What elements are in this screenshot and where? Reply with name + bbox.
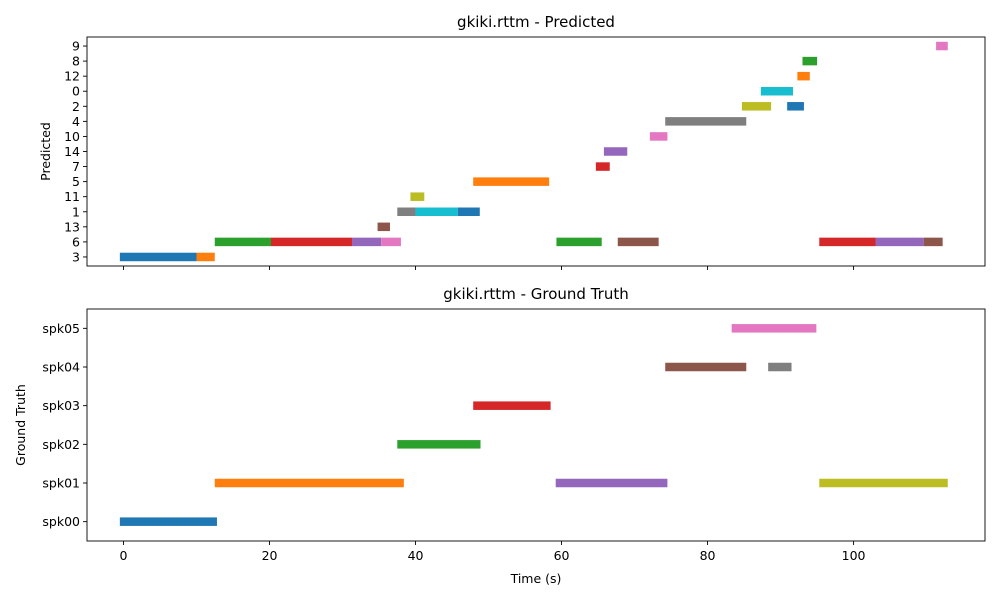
segment-bar-3 bbox=[196, 252, 215, 262]
segment-bar-14 bbox=[603, 147, 628, 156]
segment-bar-7 bbox=[595, 162, 610, 171]
x-tick-label: 80 bbox=[700, 548, 716, 563]
x-axis-title: Time (s) bbox=[510, 571, 562, 586]
segment-bar-13 bbox=[377, 222, 390, 232]
x-tick-label: 100 bbox=[842, 548, 866, 563]
segment-bar-8 bbox=[802, 56, 818, 66]
segment-bar-1 bbox=[415, 207, 458, 217]
y-tick-label: 9 bbox=[72, 39, 80, 54]
segment-bar-spk05 bbox=[731, 324, 817, 333]
segment-bar-spk02 bbox=[397, 440, 481, 449]
y-tick-label: 6 bbox=[72, 234, 80, 249]
x-tick-label: 0 bbox=[120, 548, 128, 563]
y-tick-label: 0 bbox=[72, 84, 80, 99]
y-tick-label: 10 bbox=[64, 129, 80, 144]
segment-bar-6 bbox=[617, 237, 659, 247]
segment-bar-12 bbox=[797, 71, 810, 81]
y-tick-label: spk04 bbox=[42, 360, 80, 375]
y-tick-label: 2 bbox=[72, 99, 80, 114]
segment-bar-6 bbox=[923, 237, 943, 247]
y-tick-label: spk01 bbox=[42, 476, 80, 491]
y-tick-label: 4 bbox=[72, 114, 80, 129]
y-tick-label: 1 bbox=[72, 204, 80, 219]
segment-bar-5 bbox=[473, 177, 550, 186]
y-tick-label: 3 bbox=[72, 249, 80, 264]
segment-bar-10 bbox=[649, 132, 668, 141]
x-tick-label: 60 bbox=[554, 548, 570, 563]
segment-bar-spk04 bbox=[768, 362, 792, 372]
segment-bar-2 bbox=[787, 102, 804, 111]
y-tick-label: spk02 bbox=[42, 437, 80, 452]
y-tick-label: 14 bbox=[64, 144, 80, 159]
segment-bar-0 bbox=[760, 86, 793, 96]
segment-bar-4 bbox=[665, 117, 747, 126]
segment-bar-spk01 bbox=[214, 478, 404, 488]
segment-bar-spk01 bbox=[819, 478, 948, 488]
chart-title: gkiki.rttm - Predicted bbox=[457, 13, 615, 31]
x-tick-label: 40 bbox=[408, 548, 424, 563]
segment-bar-spk04 bbox=[665, 362, 747, 372]
segment-bar-6 bbox=[381, 237, 401, 247]
axes-frame bbox=[86, 36, 986, 267]
y-axis-title: Predicted bbox=[38, 122, 53, 181]
segment-bar-9 bbox=[936, 41, 948, 51]
x-tick-label: 20 bbox=[262, 548, 278, 563]
segment-bar-6 bbox=[214, 237, 271, 247]
segment-bar-1 bbox=[397, 207, 416, 217]
segment-bar-1 bbox=[457, 207, 480, 217]
segment-bar-6 bbox=[819, 237, 876, 247]
segment-bar-6 bbox=[352, 237, 382, 247]
axes-frame bbox=[86, 308, 986, 542]
y-tick-label: 12 bbox=[64, 69, 80, 84]
y-tick-label: spk00 bbox=[42, 514, 80, 529]
y-tick-label: 8 bbox=[72, 54, 80, 69]
y-tick-label: 11 bbox=[64, 189, 80, 204]
segment-bar-6 bbox=[556, 237, 602, 247]
segment-bar-spk03 bbox=[473, 401, 551, 410]
y-tick-label: 13 bbox=[64, 219, 80, 234]
segment-bar-spk01 bbox=[555, 478, 668, 488]
segment-bar-2 bbox=[741, 102, 772, 111]
segment-bar-11 bbox=[410, 192, 425, 201]
segment-bar-3 bbox=[119, 252, 197, 262]
segment-bar-spk00 bbox=[119, 517, 217, 526]
y-tick-label: spk05 bbox=[42, 321, 80, 336]
y-tick-label: 7 bbox=[72, 159, 80, 174]
y-tick-label: 5 bbox=[72, 174, 80, 189]
segment-bar-6 bbox=[270, 237, 353, 247]
chart-title: gkiki.rttm - Ground Truth bbox=[443, 285, 628, 303]
y-tick-label: spk03 bbox=[42, 398, 80, 413]
segment-bar-6 bbox=[875, 237, 924, 247]
y-axis-title: Ground Truth bbox=[13, 384, 28, 466]
ground-truth-panel: spk00 spk01 spk02 spk03 spk04 spk05 0 20 40 60 80 1… bbox=[13, 285, 986, 586]
